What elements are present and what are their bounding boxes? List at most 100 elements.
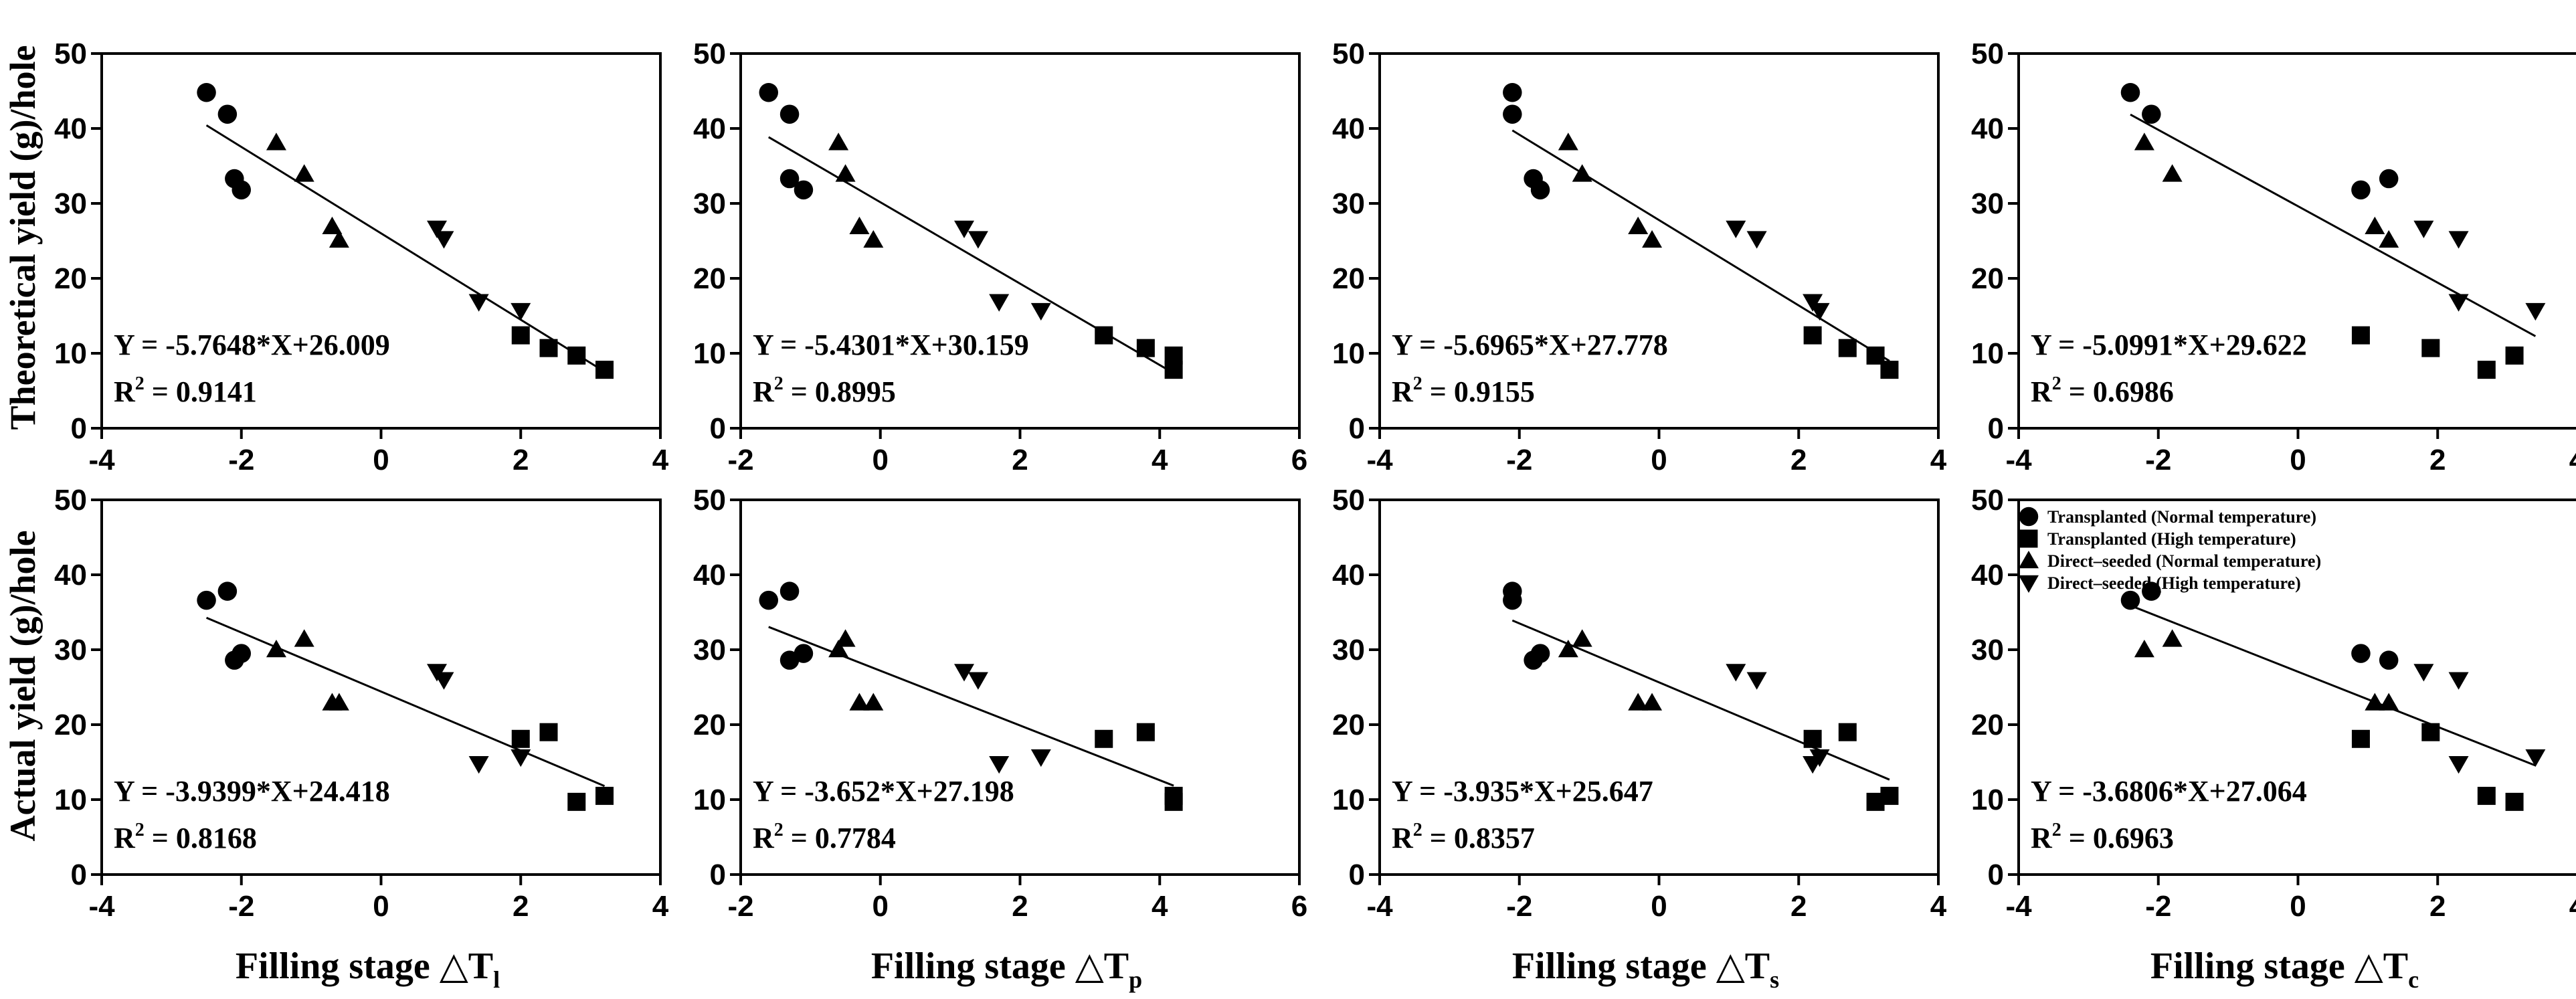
y-tick-label: 20 xyxy=(1971,709,2004,741)
data-point-square xyxy=(1095,729,1113,748)
x-tick-label: -4 xyxy=(2005,890,2032,923)
data-point-square xyxy=(2421,723,2440,741)
x-tick-label: 4 xyxy=(1930,890,1947,923)
x-tick-label: 4 xyxy=(652,890,669,923)
data-point-circle xyxy=(1503,104,1522,124)
x-tick-label: -2 xyxy=(228,890,254,923)
legend-label: Transplanted (Normal temperature) xyxy=(2047,507,2316,527)
data-point-triangle-down xyxy=(989,755,1010,774)
regression-line xyxy=(205,616,606,788)
data-point-square xyxy=(1803,729,1822,748)
x-tick-label: -4 xyxy=(88,444,115,476)
x-tick-label: -2 xyxy=(228,444,254,476)
data-point-triangle-up xyxy=(294,164,314,182)
data-point-square xyxy=(2505,346,2524,365)
y-tick-label: 40 xyxy=(693,559,726,592)
y-tick-label: 0 xyxy=(1988,858,2004,891)
y-tick-label: 30 xyxy=(1971,187,2004,220)
x-tick-label: 2 xyxy=(1790,444,1807,476)
x-tick-label: -2 xyxy=(2145,444,2171,476)
data-point-triangle-down xyxy=(989,294,1010,312)
regression-line xyxy=(1511,129,1890,362)
data-point-triangle-down xyxy=(2448,294,2469,312)
y-tick-label: 20 xyxy=(693,709,726,741)
data-point-circle xyxy=(2142,104,2161,124)
x-tick-label: 6 xyxy=(1291,444,1307,476)
y-tick-label: 10 xyxy=(54,784,87,816)
data-point-circle xyxy=(2379,650,2399,670)
r-squared-label: R2 = 0.8357 xyxy=(1392,820,1535,854)
regression-equation: Y = -3.935*X+25.647 xyxy=(1392,775,1653,808)
data-point-square xyxy=(2505,792,2524,811)
data-point-triangle-down xyxy=(2448,672,2469,690)
legend-marker-square xyxy=(2019,529,2038,548)
data-point-square xyxy=(1095,326,1113,345)
legend-marker-circle xyxy=(2019,507,2039,527)
data-point-circle xyxy=(759,82,778,102)
data-point-square xyxy=(595,786,614,805)
r-squared-label: R2 = 0.9155 xyxy=(1392,373,1535,408)
y-tick-label: 20 xyxy=(1971,262,2004,295)
data-point-circle xyxy=(779,104,800,124)
y-tick-label: 50 xyxy=(1971,37,2004,70)
y-tick-label: 40 xyxy=(54,112,87,145)
legend-label: Transplanted (High temperature) xyxy=(2047,529,2296,549)
y-tick-label: 10 xyxy=(1332,784,1365,816)
data-point-square xyxy=(567,792,586,811)
y-tick-label: 50 xyxy=(693,37,726,70)
scatter-panel: 0 10 20 30 40 50 -4 -2 0 2 4 Y = -3.6806*X+27.064 R2… xyxy=(1971,484,2576,923)
regression-equation: Y = -3.6806*X+27.064 xyxy=(2031,775,2307,808)
plot-frame xyxy=(739,52,1301,430)
data-point-triangle-down xyxy=(2413,220,2434,238)
y-tick-label: 10 xyxy=(1332,337,1365,370)
data-point-triangle-up xyxy=(2365,693,2385,711)
x-tick-label: 2 xyxy=(1790,890,1807,923)
data-point-triangle-up xyxy=(1558,132,1578,151)
data-point-circle xyxy=(197,82,216,102)
data-point-triangle-down xyxy=(2448,755,2469,774)
y-tick-label: 30 xyxy=(54,187,87,220)
x-tick-label: 2 xyxy=(513,890,529,923)
data-point-triangle-down xyxy=(954,220,974,238)
data-point-triangle-up xyxy=(266,132,286,151)
data-point-triangle-up xyxy=(1558,640,1578,658)
y-tick-label: 50 xyxy=(1971,484,2004,517)
y-tick-label: 10 xyxy=(1971,784,2004,816)
y-tick-label: 0 xyxy=(71,858,87,891)
data-point-triangle-down xyxy=(968,231,988,249)
y-tick-label: 0 xyxy=(1349,858,1365,891)
x-axis-labels: Filling stage △Tl Filling stage △Tp Fillin… xyxy=(236,945,2419,993)
data-point-square xyxy=(2421,339,2440,357)
data-point-triangle-up xyxy=(863,693,884,711)
x-tick-label: -2 xyxy=(1506,444,1532,476)
data-point-circle xyxy=(1503,82,1522,102)
data-point-triangle-down xyxy=(1809,302,1830,321)
legend: Transplanted (Normal temperature)Transpl… xyxy=(2019,507,2321,593)
y-tick-label: 20 xyxy=(1332,262,1365,295)
regression-equation: Y = -5.6965*X+27.778 xyxy=(1392,329,1668,361)
data-point-triangle-up xyxy=(863,230,884,248)
x-tick-label: -2 xyxy=(1506,890,1532,923)
data-point-circle xyxy=(779,581,800,601)
y-tick-label: 50 xyxy=(1332,37,1365,70)
x-tick-label: 0 xyxy=(872,444,889,476)
data-point-square xyxy=(1136,723,1155,741)
x-tick-label: -4 xyxy=(2005,444,2032,476)
data-point-square xyxy=(1880,361,1899,379)
data-point-triangle-up xyxy=(2379,230,2399,248)
x-axis-label: Filling stage △Tc xyxy=(2150,945,2419,993)
r-squared-label: R2 = 0.8168 xyxy=(114,820,257,854)
regression-line xyxy=(2130,113,2537,337)
data-point-triangle-down xyxy=(1726,220,1746,238)
y-tick-label: 40 xyxy=(1332,559,1365,592)
x-tick-label: 2 xyxy=(2429,444,2446,476)
scatter-panel: 0 10 20 30 40 50 -4 -2 0 2 4 Y = -5.6965*X+27.778 R2… xyxy=(1332,37,1947,476)
data-point-triangle-up xyxy=(266,640,286,658)
data-point-square xyxy=(539,339,558,357)
y-tick-label: 40 xyxy=(1971,112,2004,145)
data-point-triangle-down xyxy=(511,749,531,767)
data-point-triangle-down xyxy=(1030,749,1051,767)
data-point-square xyxy=(511,729,530,748)
y-tick-label: 30 xyxy=(1332,634,1365,666)
